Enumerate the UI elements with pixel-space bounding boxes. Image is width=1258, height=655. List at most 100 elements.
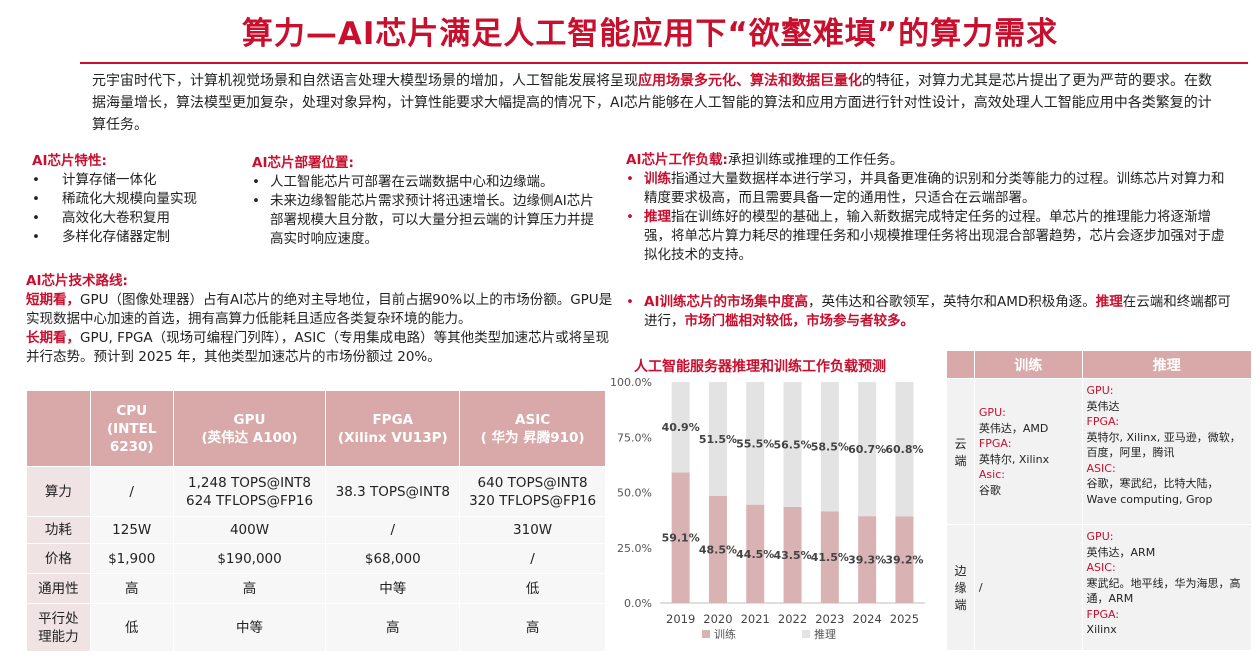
data-label-inference: 60.7% bbox=[848, 443, 886, 456]
table-cell: 中等 bbox=[172, 603, 327, 652]
row-label: 平行处 理能力 bbox=[26, 603, 91, 652]
roadmap-short-term: 短期看，GPU（图像处理器）占有AI芯片的绝对主导地位，目前占据90%以上的市场… bbox=[26, 292, 613, 327]
data-label-inference: 56.5% bbox=[773, 438, 811, 451]
data-label-inference: 51.5% bbox=[699, 433, 737, 446]
workload-item-inference: • 推理指在训练好的模型的基础上，输入新数据完成特定任务的过程。单芯片的推理能力将… bbox=[626, 209, 1225, 263]
table-cell: 400W bbox=[172, 516, 327, 544]
bar-inference bbox=[858, 382, 877, 517]
legend-label-inference: 推理 bbox=[814, 627, 836, 641]
data-label-training: 59.1% bbox=[662, 532, 700, 545]
table-cell: $190,000 bbox=[172, 543, 327, 574]
y-tick-label: 50.0% bbox=[617, 487, 652, 500]
table-row: 边 缘 端 / GPU: 英伟达，ARM ASIC: 寒武纪。地平线，华为海思，高通… bbox=[946, 524, 1253, 651]
market-section: • AI训练芯片的市场集中度高，英伟达和谷歌领军，英特尔和AMD积极角逐。推理在云… bbox=[626, 294, 1231, 329]
deployment-section: AI芯片部署位置: • 人工智能芯片可部署在云端数据中心和边缘端。 • 未来边缘智能… bbox=[252, 154, 597, 249]
deploy-cloud-inference: GPU: 英伟达 FPGA: 英特尔, Xilinx, 亚马逊，微软，百度，阿里，腾… bbox=[1081, 378, 1253, 525]
deployment-item: • 未来边缘智能芯片需求预计将迅速增长。边缘侧AI芯片部署规模大且分散，可以大量分… bbox=[252, 193, 594, 247]
data-label-training: 39.2% bbox=[885, 554, 923, 567]
table-row: 平行处 理能力 低 中等 高 高 bbox=[26, 603, 606, 652]
table-cell: 310W bbox=[459, 516, 606, 544]
table-row: 算力 / 1,248 TOPS@INT8 624 TFLOPS@FP16 38.… bbox=[26, 466, 606, 517]
spec-header-asic: ASIC ( 华为 昇腾910) bbox=[459, 390, 606, 467]
deploy-edge-inference: GPU: 英伟达，ARM ASIC: 寒武纪。地平线，华为海思，高通，ARM FPG… bbox=[1081, 524, 1253, 651]
deploy-header-inference: 推理 bbox=[1081, 350, 1253, 379]
workload-section: AI芯片工作负载:承担训练或推理的工作任务。 • 训练指通过大量数据样本进行学习，… bbox=[626, 151, 1234, 265]
bar-inference bbox=[671, 382, 690, 473]
deploy-cloud-training: GPU: 英伟达，AMD FPGA: 英特尔, Xilinx Asic: 谷歌 bbox=[973, 378, 1083, 525]
bar-training bbox=[671, 472, 690, 603]
table-cell: $68,000 bbox=[325, 543, 461, 574]
feature-item: • 稀疏化大规模向量实现 bbox=[32, 191, 197, 207]
deploy-header-training: 训练 bbox=[973, 350, 1083, 379]
roadmap-heading: AI芯片技术路线: bbox=[26, 273, 128, 289]
table-cell: 高 bbox=[172, 573, 327, 604]
intro-highlight: 应用场景多元化、算法和数据巨量化 bbox=[638, 73, 862, 89]
bar-training bbox=[858, 516, 877, 603]
bar-inference bbox=[895, 382, 914, 517]
table-cell: 低 bbox=[89, 603, 174, 652]
features-section: AI芯片特性: • 计算存储一体化 • 稀疏化大规模向量实现 • 高效化大卷积复用 •… bbox=[32, 152, 242, 247]
feature-item: • 计算存储一体化 bbox=[32, 172, 157, 188]
bar-training bbox=[746, 504, 765, 603]
table-cell: / bbox=[89, 466, 174, 517]
x-tick-label: 2019 bbox=[666, 612, 695, 626]
data-label-inference: 55.5% bbox=[736, 437, 774, 450]
table-cell: 低 bbox=[459, 573, 606, 604]
table-cell: 125W bbox=[89, 516, 174, 544]
bar-inference bbox=[708, 382, 727, 496]
market-highlight-2: 推理 bbox=[1095, 294, 1123, 310]
row-label: 算力 bbox=[26, 466, 91, 517]
table-cell: 中等 bbox=[325, 573, 461, 604]
row-label: 通用性 bbox=[26, 573, 91, 604]
table-cell: 1,248 TOPS@INT8 624 TFLOPS@FP16 bbox=[172, 466, 327, 517]
table-row: 功耗 125W 400W / 310W bbox=[26, 516, 606, 544]
deploy-edge-training: / bbox=[973, 524, 1083, 651]
bar-inference bbox=[783, 382, 802, 507]
data-label-inference: 60.8% bbox=[885, 443, 923, 456]
y-tick-label: 75.0% bbox=[617, 431, 652, 444]
deployment-heading: AI芯片部署位置: bbox=[252, 155, 354, 171]
data-label-training: 39.3% bbox=[848, 554, 886, 567]
data-label-training: 44.5% bbox=[736, 548, 774, 561]
bar-training bbox=[820, 511, 839, 603]
x-tick-label: 2025 bbox=[890, 612, 919, 626]
table-cell: 高 bbox=[325, 603, 461, 652]
deploy-table-header: 训练 推理 bbox=[946, 350, 1253, 379]
market-highlight-3: 市场门槛相对较低，市场参与者较多。 bbox=[684, 313, 915, 329]
intro-text-2: 的特征，对算力尤其是芯片提出了更为严苛的要求。在数据海量增长，算法模型更加复杂，… bbox=[92, 73, 1212, 133]
legend-swatch-training bbox=[702, 630, 710, 638]
x-tick-label: 2022 bbox=[778, 612, 807, 626]
table-cell: 38.3 TOPS@INT8 bbox=[325, 466, 461, 517]
chart-title: 人工智能服务器推理和训练工作负载预测 bbox=[634, 359, 886, 375]
row-label: 价格 bbox=[26, 543, 91, 574]
table-cell: 640 TOPS@INT8 320 TFLOPS@FP16 bbox=[459, 466, 606, 517]
table-cell: / bbox=[459, 543, 606, 574]
data-label-training: 43.5% bbox=[773, 549, 811, 562]
table-cell: / bbox=[325, 516, 461, 544]
deployment-item: • 人工智能芯片可部署在云端数据中心和边缘端。 bbox=[252, 174, 554, 190]
spec-header-fpga: FPGA (Xilinx VU13P) bbox=[325, 390, 461, 467]
table-cell: 高 bbox=[459, 603, 606, 652]
deploy-row-edge: 边 缘 端 bbox=[946, 524, 975, 651]
y-tick-label: 25.0% bbox=[617, 542, 652, 555]
features-heading: AI芯片特性: bbox=[32, 153, 107, 169]
bar-inference bbox=[820, 382, 839, 512]
x-tick-label: 2023 bbox=[815, 612, 844, 626]
roadmap-long-term: 长期看，GPU, FPGA（现场可编程门列阵），ASIC（专用集成电路）等其他类… bbox=[26, 330, 610, 365]
legend-label-training: 训练 bbox=[714, 627, 736, 641]
roadmap-section: AI芯片技术路线: 短期看，GPU（图像处理器）占有AI芯片的绝对主导地位，目前… bbox=[26, 272, 621, 367]
y-tick-label: 0.0% bbox=[624, 597, 652, 610]
feature-item: • 高效化大卷积复用 bbox=[32, 210, 170, 226]
table-row: 云 端 GPU: 英伟达，AMD FPGA: 英特尔, Xilinx Asic: 谷歌… bbox=[946, 378, 1253, 525]
feature-item: • 多样化存储器定制 bbox=[32, 229, 170, 245]
table-cell: 高 bbox=[89, 573, 174, 604]
intro-text-1: 元宇宙时代下，计算机视觉场景和自然语言处理大模型场景的增加，人工智能发展将呈现 bbox=[92, 73, 638, 89]
deploy-corner bbox=[946, 350, 975, 379]
bar-training bbox=[708, 495, 727, 603]
data-label-training: 41.5% bbox=[811, 551, 849, 564]
x-tick-label: 2020 bbox=[703, 612, 732, 626]
spec-corner bbox=[26, 390, 91, 467]
deploy-row-cloud: 云 端 bbox=[946, 378, 975, 525]
bar-training bbox=[895, 516, 914, 603]
data-label-inference: 58.5% bbox=[811, 441, 849, 454]
